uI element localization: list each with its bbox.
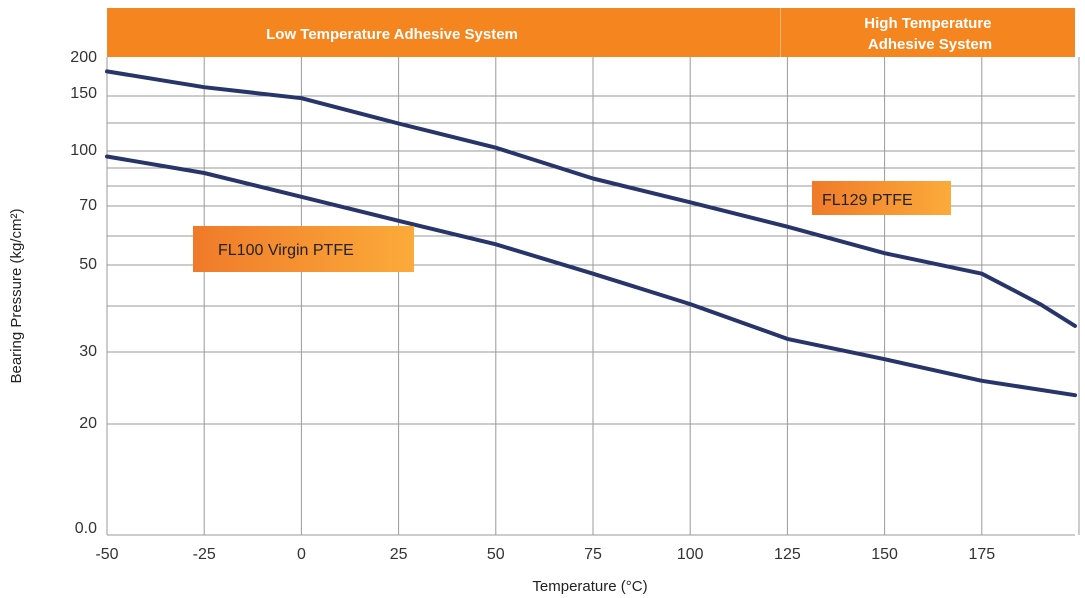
x-tick-label: 175 xyxy=(968,546,995,563)
y-tick-label: 20 xyxy=(79,415,97,432)
callout-fl129-box xyxy=(812,181,951,215)
low-temp-band xyxy=(107,8,780,57)
x-tick-label: 25 xyxy=(390,546,408,563)
callout-fl100-text: FL100 Virgin PTFE xyxy=(218,242,354,259)
callout-fl100-box xyxy=(193,226,414,272)
y-tick-label: 150 xyxy=(70,85,97,102)
x-tick-label: -25 xyxy=(193,546,216,563)
callout-fl129: FL129 PTFE xyxy=(812,181,951,215)
high-temp-band-label-line2: Adhesive System xyxy=(868,36,992,53)
series-line-fl100 xyxy=(105,154,1077,398)
x-tick-label: 0 xyxy=(297,546,306,563)
y-tick-label: 200 xyxy=(70,49,97,66)
y-tick-label: 50 xyxy=(79,256,97,273)
high-temp-band-label-line1: High Temperature xyxy=(864,15,991,32)
tick-labels: -50 -25 0 25 50 75 100 125 150 175 0.0 20 30 50 70 100 1… xyxy=(70,49,995,563)
x-tick-label: 150 xyxy=(871,546,898,563)
low-temp-band-label: Low Temperature Adhesive System xyxy=(266,26,518,43)
y-tick-label: 70 xyxy=(79,197,97,214)
x-tick-label: -50 xyxy=(95,546,118,563)
series-lines xyxy=(105,69,1077,398)
x-tick-label: 75 xyxy=(584,546,602,563)
y-tick-label: 0.0 xyxy=(75,520,97,537)
callout-fl129-text: FL129 PTFE xyxy=(822,192,913,209)
x-tick-label: 125 xyxy=(774,546,801,563)
callout-fl100: FL100 Virgin PTFE xyxy=(193,226,414,272)
x-axis-title: Temperature (°C) xyxy=(532,578,647,595)
high-temp-band xyxy=(781,8,1075,57)
x-tick-label: 100 xyxy=(677,546,704,563)
y-tick-label: 100 xyxy=(70,142,97,159)
x-tick-label: 50 xyxy=(487,546,505,563)
high-temp-band-label: High Temperature Adhesive System xyxy=(864,15,995,53)
y-tick-label: 30 xyxy=(79,343,97,360)
y-axis-title: Bearing Pressure (kg/cm²) xyxy=(8,208,25,383)
series-line-fl129 xyxy=(105,69,1077,328)
